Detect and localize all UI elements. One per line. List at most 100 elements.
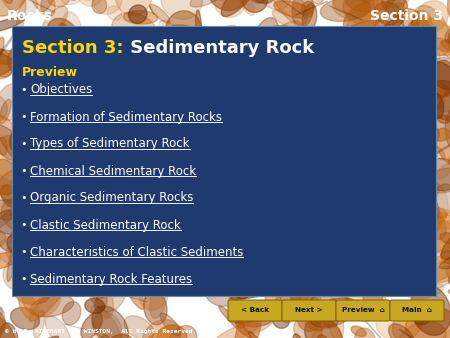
Ellipse shape (449, 273, 450, 284)
Ellipse shape (47, 0, 70, 7)
Ellipse shape (144, 46, 166, 60)
Ellipse shape (161, 0, 203, 19)
Ellipse shape (202, 100, 213, 136)
Ellipse shape (367, 143, 384, 169)
Ellipse shape (0, 83, 27, 120)
Ellipse shape (415, 1, 448, 33)
Ellipse shape (428, 213, 450, 263)
Ellipse shape (392, 304, 424, 338)
Ellipse shape (371, 160, 403, 187)
Ellipse shape (107, 6, 122, 20)
Text: < Back: < Back (241, 308, 269, 314)
Ellipse shape (90, 305, 123, 338)
Ellipse shape (410, 176, 448, 226)
Ellipse shape (26, 65, 64, 108)
Ellipse shape (215, 0, 246, 18)
Ellipse shape (105, 163, 139, 185)
Ellipse shape (50, 89, 83, 118)
Ellipse shape (49, 100, 67, 121)
Ellipse shape (285, 61, 327, 98)
Ellipse shape (345, 103, 373, 138)
Ellipse shape (273, 291, 301, 316)
Ellipse shape (158, 96, 178, 126)
Ellipse shape (0, 323, 18, 338)
Ellipse shape (307, 170, 335, 188)
Ellipse shape (144, 291, 167, 325)
Ellipse shape (108, 247, 157, 290)
Ellipse shape (118, 266, 144, 309)
Ellipse shape (312, 324, 342, 338)
Ellipse shape (202, 121, 225, 143)
Ellipse shape (279, 21, 301, 34)
Ellipse shape (448, 285, 450, 295)
Text: Rocks: Rocks (7, 9, 53, 23)
Ellipse shape (446, 265, 450, 285)
Ellipse shape (255, 211, 292, 259)
Ellipse shape (323, 46, 366, 76)
Text: Section 3: Section 3 (370, 9, 443, 23)
Ellipse shape (189, 254, 219, 293)
Ellipse shape (302, 123, 329, 153)
Ellipse shape (363, 182, 408, 219)
Ellipse shape (169, 231, 189, 254)
Ellipse shape (291, 197, 332, 238)
Ellipse shape (144, 136, 168, 153)
Ellipse shape (449, 144, 450, 167)
Ellipse shape (314, 171, 331, 191)
Ellipse shape (423, 220, 450, 251)
Ellipse shape (215, 194, 232, 210)
Ellipse shape (413, 5, 450, 56)
Ellipse shape (62, 301, 81, 325)
Ellipse shape (222, 80, 233, 97)
Ellipse shape (31, 134, 47, 147)
Ellipse shape (335, 127, 369, 164)
Ellipse shape (16, 127, 29, 150)
Ellipse shape (236, 96, 284, 132)
Ellipse shape (40, 6, 68, 40)
Ellipse shape (221, 211, 238, 226)
Ellipse shape (332, 228, 365, 264)
Ellipse shape (348, 82, 375, 111)
Ellipse shape (187, 32, 220, 68)
Ellipse shape (266, 70, 298, 102)
Ellipse shape (85, 298, 105, 313)
Ellipse shape (401, 223, 428, 243)
Ellipse shape (259, 25, 291, 42)
Ellipse shape (129, 5, 147, 23)
Ellipse shape (364, 129, 407, 155)
Ellipse shape (90, 226, 108, 243)
Ellipse shape (90, 118, 124, 148)
Ellipse shape (410, 18, 450, 55)
Ellipse shape (360, 182, 396, 205)
Ellipse shape (49, 262, 87, 295)
Ellipse shape (232, 171, 266, 201)
Ellipse shape (121, 71, 154, 106)
Ellipse shape (230, 288, 279, 299)
Ellipse shape (441, 230, 450, 259)
Ellipse shape (341, 90, 367, 116)
Ellipse shape (399, 47, 437, 68)
Ellipse shape (98, 172, 109, 182)
Ellipse shape (0, 124, 26, 162)
Ellipse shape (426, 159, 450, 191)
Ellipse shape (315, 206, 355, 240)
Ellipse shape (201, 123, 234, 135)
Ellipse shape (0, 307, 5, 338)
Ellipse shape (204, 269, 242, 306)
Ellipse shape (68, 156, 101, 199)
Ellipse shape (409, 211, 441, 238)
Ellipse shape (431, 93, 444, 118)
Ellipse shape (42, 91, 72, 119)
Ellipse shape (123, 11, 158, 24)
Ellipse shape (166, 11, 201, 49)
Ellipse shape (293, 242, 332, 280)
Ellipse shape (280, 94, 312, 108)
Ellipse shape (0, 50, 13, 64)
Ellipse shape (333, 0, 369, 14)
Ellipse shape (410, 194, 446, 239)
Ellipse shape (241, 84, 248, 128)
Ellipse shape (238, 0, 254, 16)
Text: Formation of Sedimentary Rocks: Formation of Sedimentary Rocks (30, 111, 222, 123)
Ellipse shape (125, 174, 138, 207)
Ellipse shape (73, 59, 110, 71)
